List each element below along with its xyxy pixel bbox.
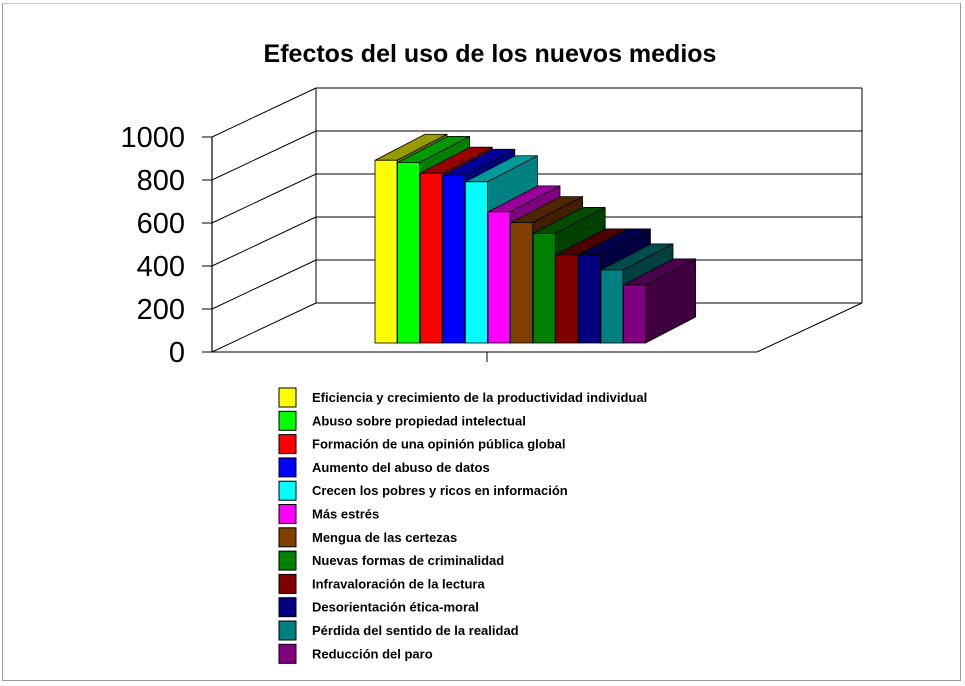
legend-label: Formación de una opinión pública global bbox=[312, 437, 566, 452]
legend-swatch bbox=[278, 573, 297, 594]
gridline-side bbox=[211, 302, 317, 353]
bar-front bbox=[464, 181, 488, 344]
legend-label: Abuso sobre propiedad intelectual bbox=[312, 413, 526, 428]
legend-swatch bbox=[278, 410, 297, 431]
legend-swatch bbox=[278, 504, 297, 524]
legend-swatch bbox=[278, 387, 297, 408]
bar-front bbox=[555, 254, 579, 344]
legend-label: Desorientación ética-moral bbox=[312, 600, 479, 615]
bar-12 bbox=[623, 258, 696, 344]
bar-front bbox=[623, 284, 646, 344]
bar-front bbox=[487, 211, 511, 344]
bar-front bbox=[600, 269, 624, 344]
legend-swatch bbox=[278, 597, 297, 618]
gridline-side bbox=[211, 216, 317, 267]
legend-label: Pérdida del sentido de la realidad bbox=[312, 623, 519, 638]
legend-swatch bbox=[278, 620, 297, 641]
bar-front bbox=[510, 222, 534, 344]
legend-swatch bbox=[278, 457, 297, 478]
gridline-side bbox=[211, 130, 317, 181]
legend-swatch bbox=[278, 643, 297, 664]
gridline-side bbox=[211, 259, 317, 310]
legend-swatch bbox=[278, 527, 297, 548]
floor-right-edge bbox=[756, 302, 863, 353]
bar-front bbox=[532, 232, 556, 344]
gridline-side bbox=[211, 173, 317, 224]
bar-front bbox=[419, 172, 443, 344]
bar-front bbox=[374, 159, 398, 344]
legend-label: Eficiencia y crecimiento de la productiv… bbox=[312, 390, 647, 405]
legend-label: Reducción del paro bbox=[312, 646, 433, 661]
bar-front bbox=[397, 161, 421, 344]
y-tick-label: 1000 bbox=[120, 122, 185, 154]
legend-swatch bbox=[278, 550, 297, 571]
legend-label: Mengua de las certezas bbox=[312, 530, 457, 545]
y-tick-label: 800 bbox=[137, 165, 185, 197]
y-tick-label: 200 bbox=[137, 294, 185, 326]
chart-title: Efectos del uso de los nuevos medios bbox=[263, 40, 717, 68]
legend-label: Crecen los pobres y ricos en información bbox=[312, 483, 568, 498]
y-tick-label: 400 bbox=[137, 251, 185, 283]
gridline-side bbox=[211, 87, 317, 138]
y-tick-label: 600 bbox=[137, 208, 185, 240]
legend-label: Más estrés bbox=[312, 507, 379, 522]
legend-swatch bbox=[278, 480, 297, 501]
legend-swatch bbox=[278, 434, 297, 455]
legend-label: Aumento del abuso de datos bbox=[312, 460, 490, 475]
chart-frame bbox=[2, 3, 961, 681]
legend-label: Nuevas formas de criminalidad bbox=[312, 553, 504, 568]
bar-front bbox=[442, 174, 466, 344]
bar-front bbox=[578, 254, 601, 344]
legend-label: Infravaloración de la lectura bbox=[312, 576, 485, 591]
y-tick-label: 0 bbox=[169, 337, 185, 369]
